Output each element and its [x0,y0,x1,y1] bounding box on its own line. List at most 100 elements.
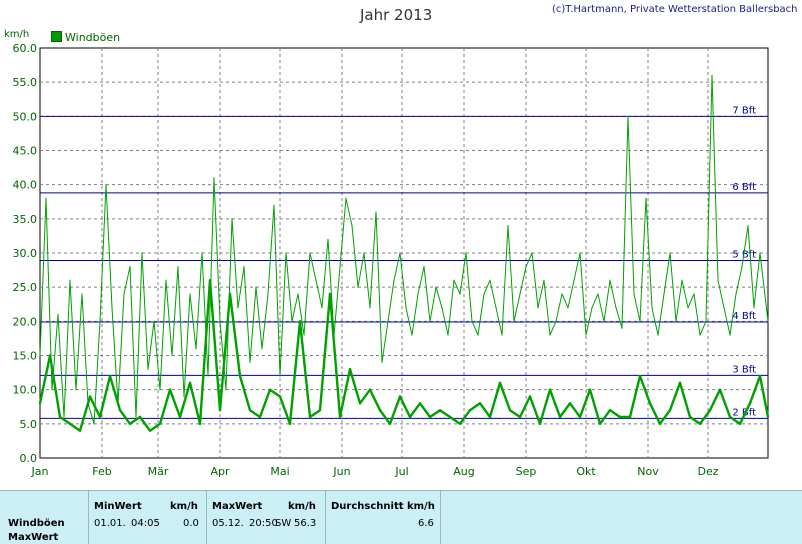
series-point [298,320,302,323]
series-point [668,408,672,412]
series-point [267,293,269,295]
series-point [195,348,197,350]
series-point [308,415,312,419]
series-point [638,374,642,378]
series-point [189,293,191,295]
series-point [321,307,323,309]
series-point [525,266,527,268]
series-point [198,422,202,426]
max-unit-header: km/h [288,501,316,512]
min-time: 04:05 [131,518,160,529]
series-point [188,381,192,385]
y-tick-label: 40.0 [13,179,38,192]
series-point [39,354,41,357]
x-tick-label: Jan [31,465,49,478]
beaufort-label: 6 Bft [732,182,756,193]
series-point [351,225,353,227]
series-point [698,422,702,426]
series-point [148,429,152,432]
series-point [168,388,172,391]
series-point [627,115,629,117]
series-point [528,395,532,398]
y-tick-label: 25.0 [13,281,38,294]
series-point [255,286,257,288]
series-point [159,389,161,391]
x-tick-label: Jul [394,465,408,478]
y-tick-label: 5.0 [20,418,38,431]
series-point [411,334,413,336]
y-tick-label: 10.0 [13,384,38,397]
series-point [699,334,701,336]
series-point [68,422,72,426]
series-point [135,416,137,418]
table-divider [206,491,207,544]
y-tick-label: 50.0 [13,110,38,123]
series-point [531,252,533,254]
series-point [297,293,299,295]
series-point [387,320,389,322]
series-point [708,408,712,412]
x-tick-label: Sep [516,465,537,478]
series-point [453,279,455,281]
series-point [543,279,545,281]
series-point [729,334,731,336]
series-point [567,307,569,309]
max-date: 05.12. [212,518,244,529]
series-point [398,395,402,398]
series-point [705,320,707,322]
series-line-maxwert [39,74,769,425]
series-point [88,395,92,398]
series-point [488,415,492,419]
x-tick-label: Nov [637,465,659,478]
stats-table: MinWert km/h MaxWert km/h Durchschnitt k… [0,490,802,544]
series-point [448,415,452,419]
x-tick-label: Apr [210,465,230,478]
table-divider [88,491,89,544]
series-point [465,252,467,254]
series-point [171,354,173,357]
series-point [758,374,762,378]
series-point [231,218,233,220]
avg-header: Durchschnitt km/h [331,501,435,512]
x-tick-label: Mär [148,465,169,478]
x-tick-label: Dez [697,465,718,478]
series-point [99,320,101,322]
series-point [258,415,262,419]
series-point [633,293,635,295]
series-point [158,422,162,426]
series-point [51,389,53,391]
series-point [183,395,185,398]
series-point [399,252,401,254]
series-point [268,388,272,391]
series-point [507,225,509,227]
series-point [417,293,419,295]
series-point [303,334,305,336]
series-point [717,279,719,281]
series-point [87,402,89,404]
series-point [315,279,317,281]
series-point [435,286,437,288]
y-tick-label: 15.0 [13,350,38,363]
series-point [327,238,329,240]
series-point [248,408,252,412]
series-point [393,279,395,281]
series-point [681,279,683,281]
series-point [558,415,562,419]
series-point [688,415,692,419]
series-point [108,374,112,378]
min-date: 01.01. [94,518,126,529]
series-point [767,320,769,322]
series-point [428,415,432,419]
series-point [243,266,245,268]
series-point [675,320,677,322]
series-point [177,266,179,268]
beaufort-label: 4 Bft [732,311,756,322]
series-point [618,415,622,419]
x-tick-label: Mai [270,465,289,478]
series-point [98,415,102,419]
y-tick-label: 30.0 [13,247,38,260]
series-point [438,408,442,412]
series-point [261,348,263,350]
legend-swatch [51,31,62,42]
series-point [338,415,342,419]
